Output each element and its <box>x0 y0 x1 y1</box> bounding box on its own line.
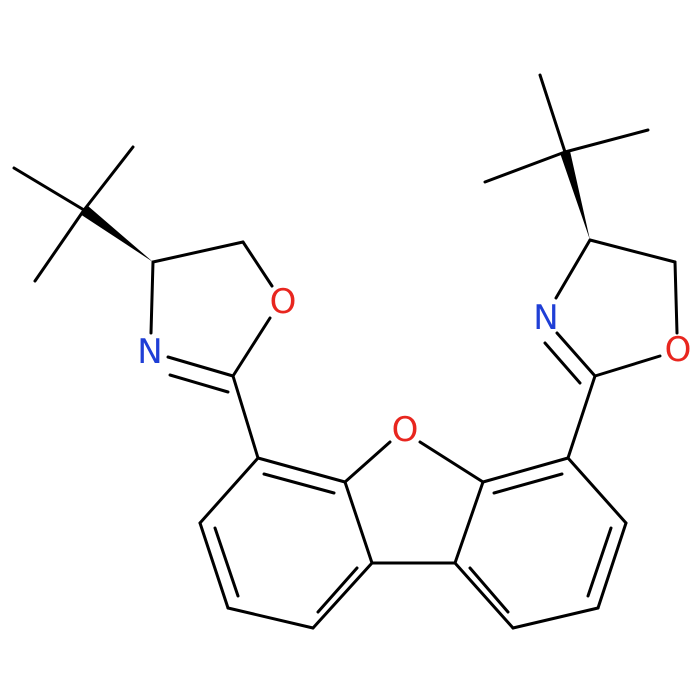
bonds <box>12 73 679 630</box>
wedge-bond <box>560 151 590 240</box>
atom-label: N <box>137 332 162 372</box>
wedge-bond <box>80 206 153 262</box>
atom-label: O <box>270 282 297 322</box>
atom-label: N <box>533 298 558 338</box>
atom-label: O <box>392 410 419 450</box>
atom-label: O <box>665 330 692 370</box>
